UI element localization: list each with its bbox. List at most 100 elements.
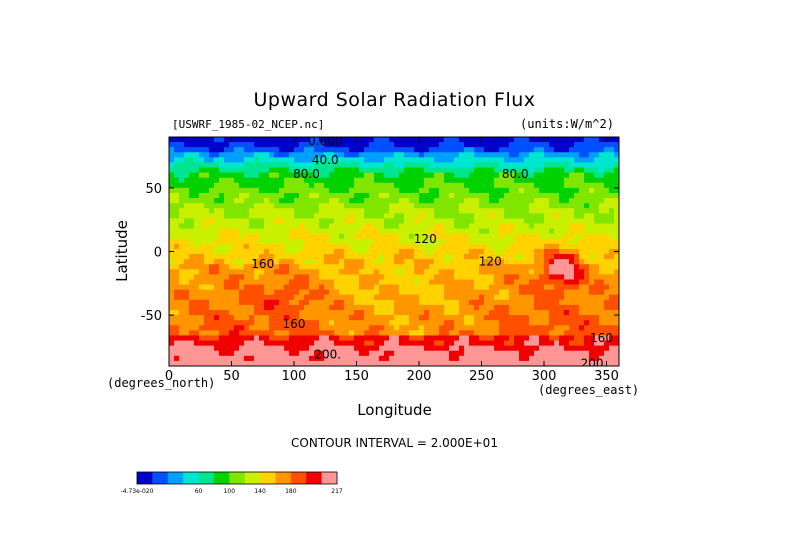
field-cell xyxy=(424,269,430,275)
field-cell xyxy=(304,162,310,168)
field-cell xyxy=(574,172,580,179)
field-cell xyxy=(184,223,190,229)
field-cell xyxy=(564,208,570,214)
field-cell xyxy=(434,294,440,301)
field-cell xyxy=(544,320,550,326)
field-cell xyxy=(324,299,330,306)
field-cell xyxy=(204,330,210,336)
field-cell xyxy=(604,269,610,275)
field-cell xyxy=(214,310,220,316)
field-cell xyxy=(254,274,260,280)
field-cell xyxy=(239,304,245,311)
field-cell xyxy=(294,182,300,189)
field-cell xyxy=(569,233,575,240)
field-cell xyxy=(474,274,480,280)
field-cell xyxy=(324,279,330,285)
field-cell xyxy=(584,345,590,352)
field-cell xyxy=(344,142,350,148)
field-cell xyxy=(189,284,195,291)
field-cell xyxy=(204,182,210,189)
field-cell xyxy=(564,233,570,240)
field-cell xyxy=(424,355,430,362)
field-cell xyxy=(609,299,615,306)
field-cell xyxy=(334,182,340,189)
field-cell xyxy=(594,182,600,189)
field-cell xyxy=(344,304,350,311)
field-cell xyxy=(479,213,485,219)
field-cell xyxy=(204,162,210,168)
field-cell xyxy=(514,248,520,255)
field-cell xyxy=(179,299,185,306)
field-cell xyxy=(194,304,200,311)
field-cell xyxy=(284,310,290,316)
field-cell xyxy=(549,340,555,347)
field-cell xyxy=(604,304,610,311)
field-cell xyxy=(359,325,365,331)
field-cell xyxy=(244,218,250,224)
field-cell xyxy=(569,259,575,265)
field-cell xyxy=(264,274,270,280)
field-cell xyxy=(574,279,580,285)
field-cell xyxy=(594,320,600,326)
field-cell xyxy=(394,248,400,255)
field-cell xyxy=(279,228,285,235)
field-cell xyxy=(349,335,355,341)
field-cell xyxy=(604,213,610,219)
field-cell xyxy=(269,279,275,285)
field-cell xyxy=(489,294,495,301)
field-cell xyxy=(379,177,385,184)
field-cell xyxy=(339,182,345,189)
field-cell xyxy=(439,142,445,148)
field-cell xyxy=(334,152,340,158)
field-cell xyxy=(479,355,485,362)
field-cell xyxy=(259,325,265,331)
field-cell xyxy=(444,335,450,341)
field-cell xyxy=(599,238,605,245)
field-cell xyxy=(479,147,485,153)
field-cell xyxy=(499,259,505,265)
field-cell xyxy=(574,264,580,270)
field-cell xyxy=(189,182,195,189)
field-cell xyxy=(519,192,525,199)
field-cell xyxy=(569,203,575,209)
field-cell xyxy=(494,310,500,316)
field-cell xyxy=(354,192,360,199)
field-cell xyxy=(454,310,460,316)
field-cell xyxy=(329,259,335,265)
field-cell xyxy=(419,223,425,229)
field-cell xyxy=(219,325,225,331)
field-cell xyxy=(294,254,300,260)
field-cell xyxy=(189,198,195,204)
field-cell xyxy=(564,157,570,163)
field-cell xyxy=(569,340,575,347)
field-cell xyxy=(484,137,490,143)
field-cell xyxy=(519,345,525,352)
field-cell xyxy=(569,355,575,362)
field-cell xyxy=(459,304,465,311)
field-cell xyxy=(229,355,235,362)
field-cell xyxy=(529,254,535,260)
field-cell xyxy=(359,187,365,194)
field-cell xyxy=(599,340,605,347)
field-cell xyxy=(419,259,425,265)
field-cell xyxy=(529,315,535,321)
field-cell xyxy=(279,162,285,168)
field-cell xyxy=(214,304,220,311)
field-cell xyxy=(579,289,585,296)
field-cell xyxy=(524,157,530,163)
field-cell xyxy=(274,137,280,143)
field-cell xyxy=(174,284,180,291)
field-cell xyxy=(469,259,475,265)
field-cell xyxy=(304,248,310,255)
field-cell xyxy=(499,350,505,357)
field-cell xyxy=(299,177,305,184)
field-cell xyxy=(424,218,430,224)
field-cell xyxy=(579,203,585,209)
colorbar-tick-label: 140 xyxy=(254,488,266,495)
field-cell xyxy=(504,172,510,179)
field-cell xyxy=(369,243,375,250)
field-cell xyxy=(194,238,200,245)
field-cell xyxy=(174,162,180,168)
field-cell xyxy=(539,269,545,275)
field-cell xyxy=(479,203,485,209)
